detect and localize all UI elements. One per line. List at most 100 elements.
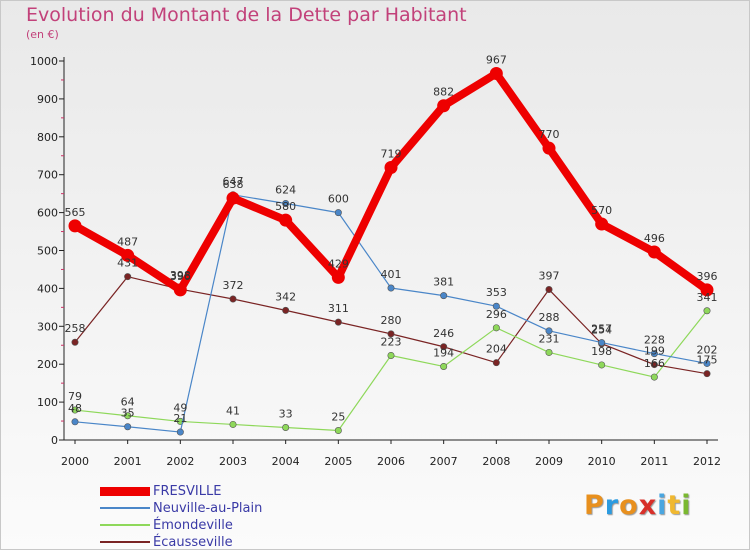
y-tick-label: 500 — [37, 245, 58, 258]
series-layer — [68, 67, 714, 436]
data-label: 246 — [433, 327, 454, 340]
data-point — [489, 67, 503, 81]
x-tick-label: 2009 — [535, 455, 563, 468]
data-point — [650, 373, 658, 381]
series-2 — [71, 307, 711, 435]
chart-unit-label: (en €) — [26, 28, 59, 41]
x-tick-label: 2011 — [640, 455, 668, 468]
data-label: 624 — [275, 184, 296, 197]
data-point — [542, 141, 556, 155]
data-point — [387, 284, 395, 292]
data-label: 288 — [539, 311, 560, 324]
data-label: 254 — [591, 324, 612, 337]
x-tick-label: 2007 — [430, 455, 458, 468]
legend-swatch — [100, 541, 150, 543]
data-label: 204 — [486, 343, 507, 356]
x-tick-label: 2005 — [324, 455, 352, 468]
data-point — [282, 423, 290, 431]
data-label: 719 — [381, 147, 402, 160]
data-label: 280 — [381, 314, 402, 327]
data-point — [334, 318, 342, 326]
data-label: 194 — [433, 346, 454, 359]
data-label: 342 — [275, 290, 296, 303]
data-point — [331, 270, 345, 284]
data-label: 396 — [170, 270, 191, 283]
data-point — [229, 420, 237, 428]
data-label: 228 — [644, 334, 665, 347]
data-label: 372 — [223, 279, 244, 292]
data-point — [71, 418, 79, 426]
series-1 — [71, 191, 711, 436]
data-label: 175 — [697, 354, 718, 367]
x-tick-label: 2001 — [114, 455, 142, 468]
data-point — [545, 286, 553, 294]
labels-series-0: 565 487 396 638 580 429 719 882 967 770 570 496 396 — [65, 54, 718, 283]
data-point — [71, 338, 79, 346]
data-label: 565 — [65, 206, 86, 219]
data-point — [121, 248, 135, 262]
data-label: 882 — [433, 86, 454, 99]
y-tick-label: 600 — [37, 207, 58, 220]
data-label: 570 — [591, 204, 612, 217]
data-point — [703, 307, 711, 315]
data-point — [387, 351, 395, 359]
data-label: 35 — [121, 407, 135, 420]
series-line — [71, 69, 711, 294]
proxiti-logo: Proxiti — [584, 490, 692, 521]
y-tick-label: 400 — [37, 282, 58, 295]
data-point — [440, 362, 448, 370]
data-label: 199 — [644, 345, 665, 358]
y-tick-label: 700 — [37, 169, 58, 182]
x-tick-label: 2010 — [588, 455, 616, 468]
x-tick-label: 2002 — [166, 455, 194, 468]
data-point — [282, 200, 290, 208]
data-point — [700, 283, 714, 297]
data-label: 341 — [697, 291, 718, 304]
data-point — [279, 213, 293, 227]
data-point — [703, 370, 711, 378]
x-tick-label: 2006 — [377, 455, 405, 468]
data-label: 967 — [486, 54, 507, 67]
data-point — [387, 330, 395, 338]
data-point — [71, 406, 79, 414]
labels-series-1: 48 35 21 647 624 600 401 381 353 288 257 228 202 — [68, 175, 718, 425]
data-label: 202 — [697, 343, 718, 356]
legend-label: Neuville-au-Plain — [153, 501, 263, 516]
data-point — [334, 209, 342, 217]
y-tick-label: 1000 — [30, 55, 58, 68]
legend-label: Émondeville — [153, 518, 233, 533]
data-label: 770 — [539, 128, 560, 141]
y-tick-label: 100 — [37, 396, 58, 409]
y-tick-label: 200 — [37, 358, 58, 371]
data-label: 198 — [591, 345, 612, 358]
data-label: 353 — [486, 286, 507, 299]
data-label: 311 — [328, 302, 349, 315]
data-label: 49 — [173, 401, 187, 414]
data-point — [492, 359, 500, 367]
data-point — [598, 361, 606, 369]
y-tick-label: 0 — [51, 434, 58, 447]
data-point — [124, 273, 132, 281]
data-point — [282, 306, 290, 314]
data-label: 397 — [539, 270, 560, 283]
data-point — [229, 295, 237, 303]
x-tick-label: 2008 — [482, 455, 510, 468]
data-label: 166 — [644, 357, 665, 370]
series-line — [74, 310, 708, 432]
data-label: 33 — [279, 407, 293, 420]
data-point — [440, 292, 448, 300]
data-point — [173, 283, 187, 297]
data-point — [384, 160, 398, 174]
data-label: 25 — [331, 411, 345, 424]
legend-swatch — [100, 507, 150, 509]
data-label: 638 — [223, 178, 244, 191]
logo-letter: i — [657, 490, 668, 521]
data-label: 401 — [381, 268, 402, 281]
x-tick-label: 2000 — [61, 455, 89, 468]
data-point — [334, 427, 342, 435]
data-point — [492, 302, 500, 310]
data-label: 21 — [173, 412, 187, 425]
data-point — [124, 412, 132, 420]
data-point — [492, 324, 500, 332]
